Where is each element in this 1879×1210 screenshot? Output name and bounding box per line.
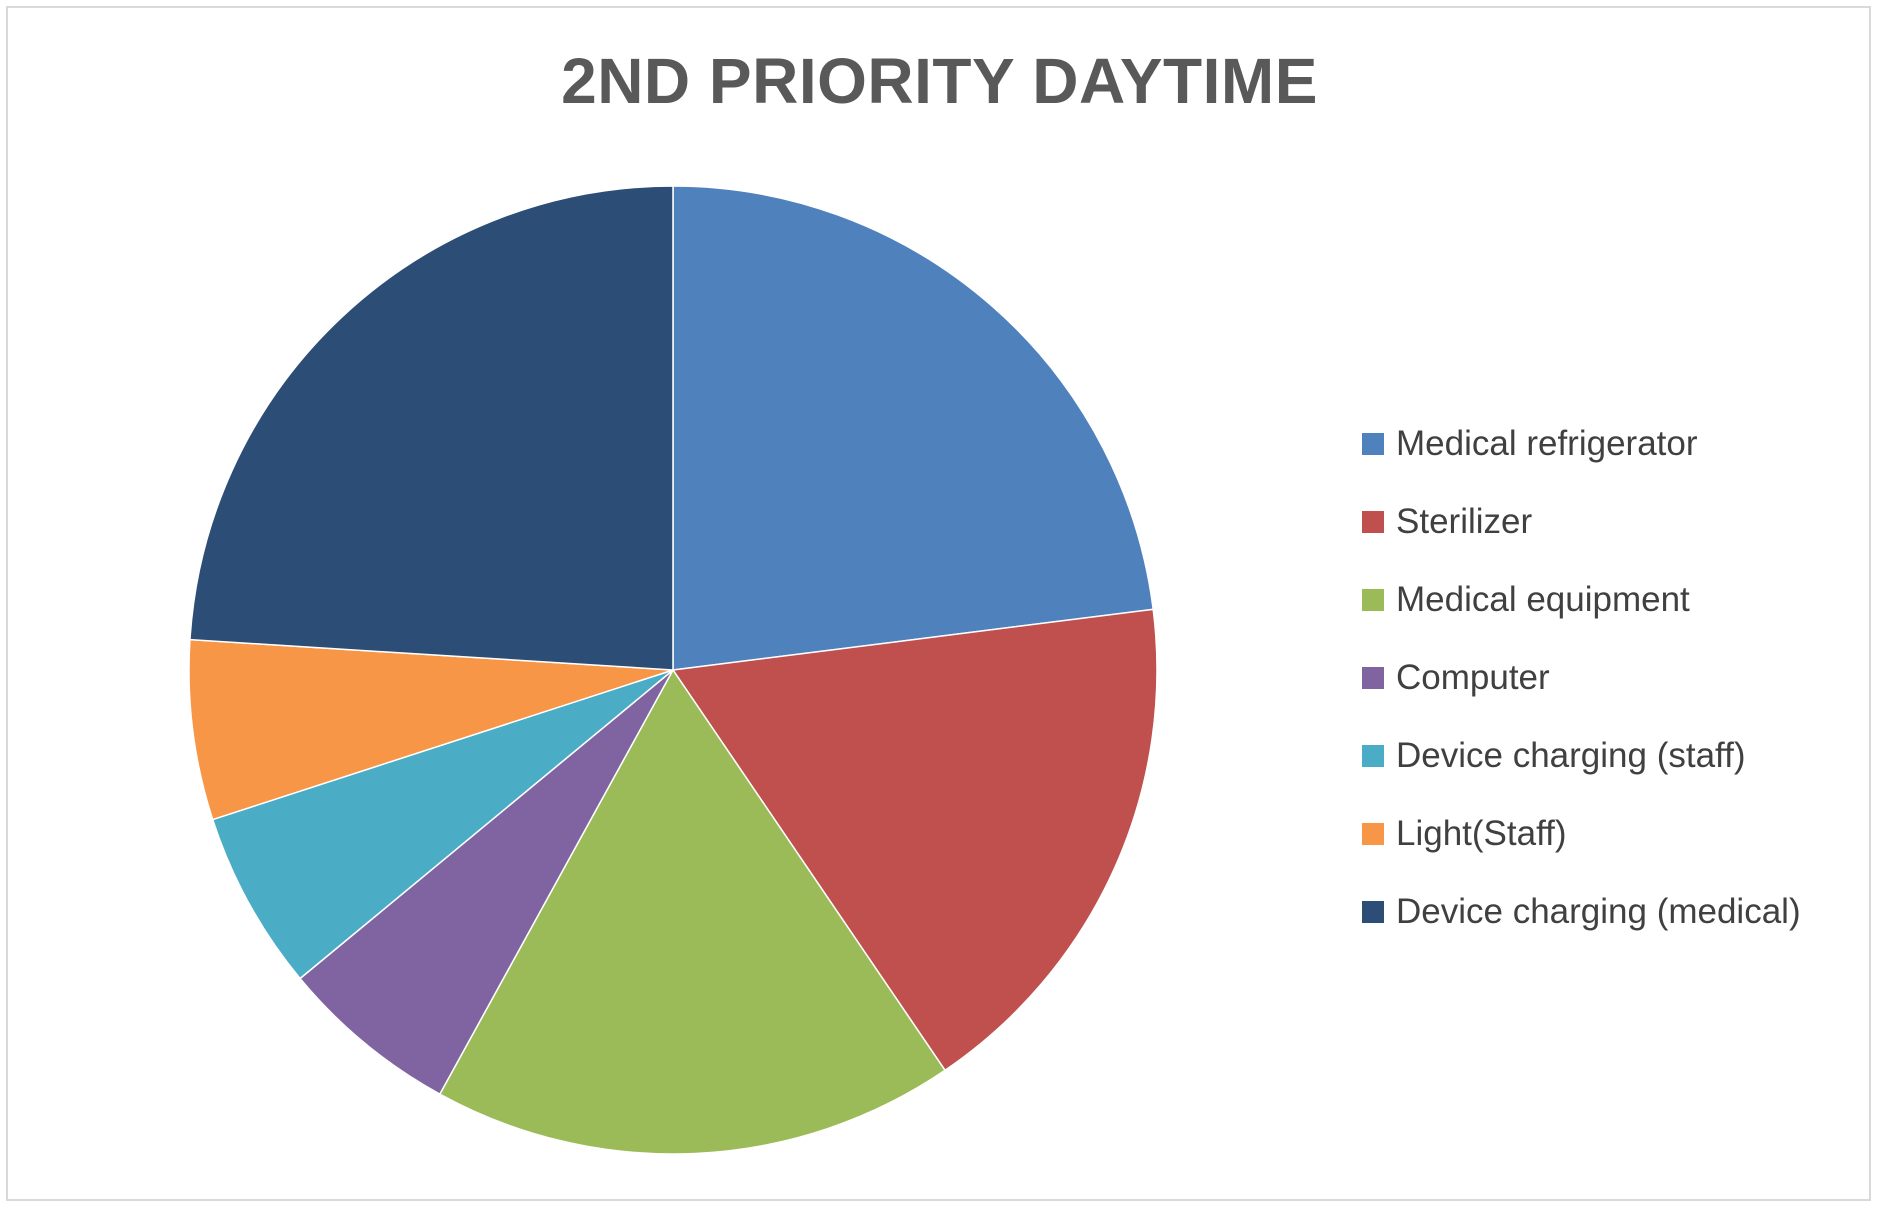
pie-slice-5 — [188, 638, 674, 821]
pie-slice-2 — [438, 668, 947, 1155]
legend-item: Light(Staff) — [1362, 795, 1801, 873]
legend-swatch — [1362, 511, 1384, 533]
pie-slice-4 — [211, 669, 674, 980]
chart-title: 2ND PRIORITY DAYTIME — [561, 45, 1318, 117]
legend-label: Device charging (staff) — [1396, 736, 1746, 775]
legend-swatch — [1362, 823, 1384, 845]
chart-legend: Medical refrigerator Sterilizer Medical eq… — [1362, 405, 1801, 951]
legend-item: Device charging (staff) — [1362, 717, 1801, 795]
pie-slice-1 — [671, 608, 1158, 1072]
pie-slice-3 — [299, 669, 674, 1096]
legend-label: Medical equipment — [1396, 580, 1690, 619]
pie-slices — [188, 185, 1158, 1155]
pie-slice-6 — [189, 185, 674, 671]
legend-item: Device charging (medical) — [1362, 873, 1801, 951]
legend-item: Computer — [1362, 639, 1801, 717]
legend-swatch — [1362, 433, 1384, 455]
legend-label: Medical refrigerator — [1396, 424, 1698, 463]
legend-swatch — [1362, 667, 1384, 689]
legend-item: Sterilizer — [1362, 483, 1801, 561]
legend-item: Medical refrigerator — [1362, 405, 1801, 483]
legend-label: Light(Staff) — [1396, 814, 1567, 853]
legend-label: Device charging (medical) — [1396, 892, 1801, 931]
legend-swatch — [1362, 745, 1384, 767]
legend-label: Sterilizer — [1396, 502, 1533, 541]
legend-label: Computer — [1396, 658, 1550, 697]
legend-swatch — [1362, 901, 1384, 923]
pie-slice-0 — [672, 185, 1155, 671]
legend-item: Medical equipment — [1362, 561, 1801, 639]
legend-swatch — [1362, 589, 1384, 611]
